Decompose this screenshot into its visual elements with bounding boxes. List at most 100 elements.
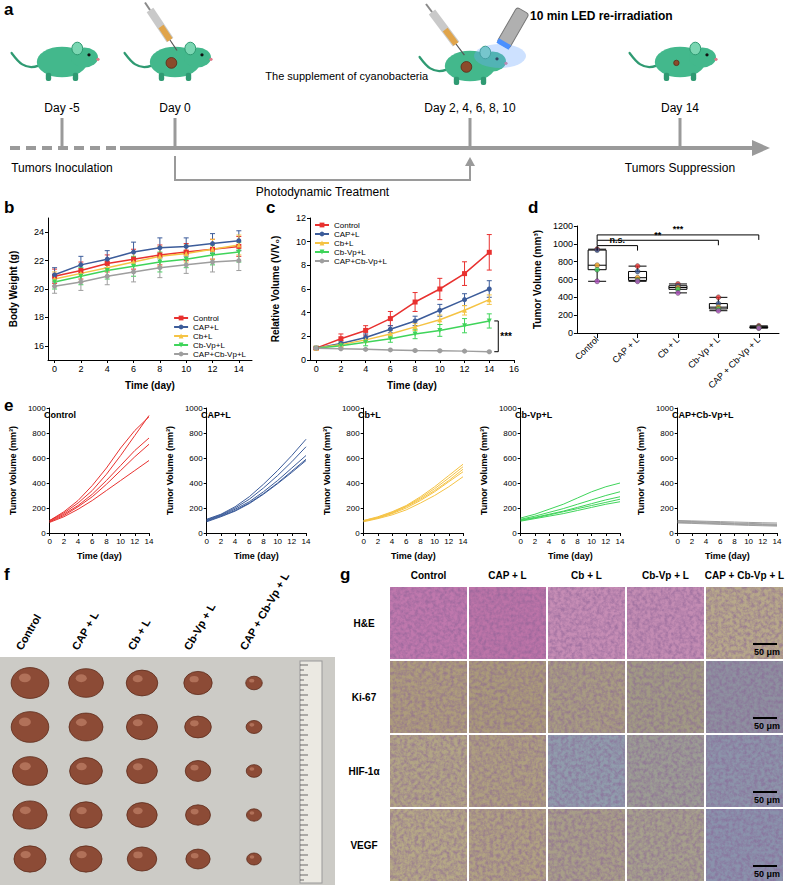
svg-text:6: 6 <box>718 537 723 546</box>
svg-text:8: 8 <box>418 537 423 546</box>
svg-text:0: 0 <box>198 529 203 538</box>
svg-text:14: 14 <box>302 537 311 546</box>
svg-text:Cb+L: Cb+L <box>358 410 381 420</box>
svg-text:4: 4 <box>301 308 306 318</box>
svg-text:0: 0 <box>361 537 366 546</box>
svg-text:10: 10 <box>430 537 439 546</box>
svg-text:2: 2 <box>690 537 695 546</box>
svg-text:CAP+Cb-Vp+L: CAP+Cb-Vp+L <box>334 257 387 266</box>
svg-text:0: 0 <box>52 364 57 374</box>
svg-text:CAP+Cb-Vp+L: CAP+Cb-Vp+L <box>193 350 246 359</box>
svg-text:400: 400 <box>189 479 203 488</box>
svg-text:400: 400 <box>558 292 573 302</box>
svg-text:CAP + Cb-Vp + L: CAP + Cb-Vp + L <box>705 570 784 581</box>
svg-text:12: 12 <box>287 537 296 546</box>
svg-text:CAP+Cb-Vp+L: CAP+Cb-Vp+L <box>672 410 734 420</box>
svg-text:0: 0 <box>568 328 573 338</box>
svg-text:Day -5: Day -5 <box>44 101 80 115</box>
svg-text:Cb-Vp + L: Cb-Vp + L <box>642 570 689 581</box>
svg-text:Tumors Suppression: Tumors Suppression <box>625 161 735 175</box>
svg-text:H&E: H&E <box>353 618 374 629</box>
svg-text:12: 12 <box>460 364 470 374</box>
svg-text:Cb+L: Cb+L <box>334 239 354 248</box>
svg-text:Cb-Vp+L: Cb-Vp+L <box>334 248 366 257</box>
svg-text:CAP + Cb-Vp + L: CAP + Cb-Vp + L <box>237 570 291 652</box>
svg-text:Cb+L: Cb+L <box>193 332 213 341</box>
svg-text:14: 14 <box>484 364 494 374</box>
svg-text:400: 400 <box>503 479 517 488</box>
svg-text:200: 200 <box>189 504 203 513</box>
svg-text:CAP+L: CAP+L <box>201 410 231 420</box>
svg-text:4: 4 <box>363 364 368 374</box>
svg-text:Time (day): Time (day) <box>125 380 175 391</box>
svg-text:800: 800 <box>558 257 573 267</box>
svg-text:12: 12 <box>130 537 139 546</box>
svg-text:Day 14: Day 14 <box>661 101 699 115</box>
svg-text:14: 14 <box>616 537 625 546</box>
svg-text:400: 400 <box>660 479 674 488</box>
svg-text:200: 200 <box>32 504 46 513</box>
svg-text:12: 12 <box>296 213 306 223</box>
svg-text:10: 10 <box>435 364 445 374</box>
svg-text:4: 4 <box>233 537 238 546</box>
svg-text:50 μm: 50 μm <box>754 869 780 879</box>
svg-text:Control: Control <box>13 612 43 652</box>
svg-text:22: 22 <box>34 256 44 266</box>
svg-text:0: 0 <box>518 537 523 546</box>
svg-text:50 μm: 50 μm <box>754 721 780 731</box>
svg-text:600: 600 <box>503 454 517 463</box>
svg-text:14: 14 <box>459 537 468 546</box>
svg-text:2: 2 <box>533 537 538 546</box>
svg-text:10: 10 <box>116 537 125 546</box>
svg-text:Control: Control <box>573 334 601 362</box>
svg-text:0: 0 <box>669 529 674 538</box>
svg-text:Day 0: Day 0 <box>159 101 191 115</box>
svg-text:***: *** <box>500 331 512 342</box>
svg-text:0: 0 <box>355 529 360 538</box>
svg-text:Tumor Volume (mm³): Tumor Volume (mm³) <box>532 230 543 329</box>
svg-text:Cb + L: Cb + L <box>125 616 152 652</box>
svg-text:CAP + L: CAP + L <box>610 334 641 365</box>
svg-text:4: 4 <box>704 537 709 546</box>
svg-text:200: 200 <box>660 504 674 513</box>
svg-text:6: 6 <box>131 364 136 374</box>
svg-text:Photodynamic Treatment: Photodynamic Treatment <box>256 185 390 199</box>
svg-text:800: 800 <box>660 429 674 438</box>
svg-text:Time (day): Time (day) <box>77 551 122 561</box>
svg-text:Tumor Volume (mm³): Tumor Volume (mm³) <box>636 426 646 515</box>
svg-text:600: 600 <box>558 275 573 285</box>
svg-text:2: 2 <box>301 331 306 341</box>
svg-text:0: 0 <box>512 529 517 538</box>
svg-text:400: 400 <box>32 479 46 488</box>
svg-text:Time (day): Time (day) <box>234 551 279 561</box>
svg-text:The supplement of cyanobacteri: The supplement of cyanobacteria <box>265 70 429 82</box>
svg-text:0: 0 <box>301 355 306 365</box>
svg-text:4: 4 <box>547 537 552 546</box>
svg-text:2: 2 <box>62 537 67 546</box>
svg-text:24: 24 <box>34 227 44 237</box>
svg-text:800: 800 <box>189 429 203 438</box>
svg-text:Control: Control <box>193 314 219 323</box>
svg-text:Ki-67: Ki-67 <box>352 692 377 703</box>
svg-text:16: 16 <box>34 341 44 351</box>
svg-text:CAP+L: CAP+L <box>334 230 360 239</box>
svg-text:600: 600 <box>189 454 203 463</box>
svg-text:Relative Volume (V/V₀): Relative Volume (V/V₀) <box>270 236 281 343</box>
svg-text:16: 16 <box>509 364 519 374</box>
svg-text:Tumors Inoculation: Tumors Inoculation <box>11 161 113 175</box>
svg-text:Tumor Volume (mm³): Tumor Volume (mm³) <box>8 426 18 515</box>
svg-text:8: 8 <box>413 364 418 374</box>
svg-text:Cb + L: Cb + L <box>571 570 602 581</box>
svg-text:6: 6 <box>247 537 252 546</box>
svg-text:20: 20 <box>34 284 44 294</box>
svg-text:Cb-Vp+L: Cb-Vp+L <box>515 410 553 420</box>
svg-text:Cb-Vp + L: Cb-Vp + L <box>181 601 217 652</box>
svg-text:200: 200 <box>558 310 573 320</box>
svg-text:Tumor Volume (mm³): Tumor Volume (mm³) <box>479 426 489 515</box>
svg-text:Control: Control <box>411 570 447 581</box>
svg-text:10: 10 <box>296 237 306 247</box>
svg-text:600: 600 <box>32 454 46 463</box>
svg-text:0: 0 <box>204 537 209 546</box>
svg-text:200: 200 <box>503 504 517 513</box>
svg-text:Cb + L: Cb + L <box>656 334 682 360</box>
